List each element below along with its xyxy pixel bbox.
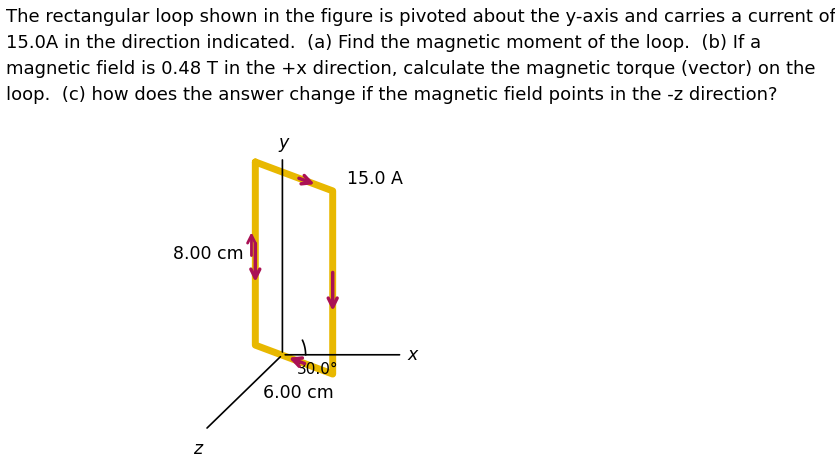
Text: 30.0°: 30.0°	[296, 362, 338, 377]
Text: 15.0 A: 15.0 A	[347, 170, 402, 188]
Text: z: z	[193, 440, 202, 458]
Text: 8.00 cm: 8.00 cm	[173, 245, 244, 262]
Text: x: x	[407, 346, 418, 364]
Text: The rectangular loop shown in the figure is pivoted about the y-axis and carries: The rectangular loop shown in the figure…	[6, 8, 835, 104]
Text: y: y	[279, 134, 289, 153]
Text: 6.00 cm: 6.00 cm	[262, 384, 333, 402]
